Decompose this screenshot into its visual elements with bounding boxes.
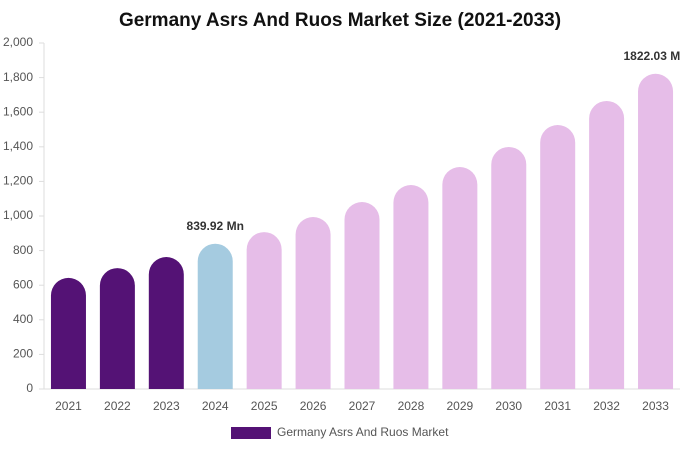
x-tick-label: 2025 bbox=[251, 399, 278, 413]
x-tick-label: 2026 bbox=[300, 399, 327, 413]
bar bbox=[589, 100, 625, 389]
y-tick-label: 200 bbox=[13, 347, 33, 361]
x-tick-label: 2022 bbox=[104, 399, 131, 413]
x-tick-label: 2028 bbox=[398, 399, 425, 413]
x-tick-label: 2032 bbox=[593, 399, 620, 413]
legend-label: Germany Asrs And Ruos Market bbox=[277, 425, 449, 439]
y-tick-label: 1,800 bbox=[3, 70, 33, 84]
x-tick-label: 2030 bbox=[495, 399, 522, 413]
y-tick-label: 1,000 bbox=[3, 208, 33, 222]
y-tick-label: 0 bbox=[26, 381, 33, 395]
y-tick-label: 2,000 bbox=[3, 35, 33, 49]
bar bbox=[491, 146, 527, 389]
bar bbox=[344, 201, 380, 389]
x-tick-label: 2027 bbox=[349, 399, 376, 413]
x-tick-label: 2023 bbox=[153, 399, 180, 413]
y-tick-label: 1,600 bbox=[3, 104, 33, 118]
x-tick-label: 2031 bbox=[544, 399, 571, 413]
bar bbox=[148, 257, 184, 389]
chart-title: Germany Asrs And Ruos Market Size (2021-… bbox=[119, 10, 561, 31]
x-tick-label: 2029 bbox=[446, 399, 473, 413]
bar bbox=[638, 73, 674, 389]
y-tick-label: 400 bbox=[13, 312, 33, 326]
bar bbox=[246, 232, 282, 389]
value-label: 839.92 Mn bbox=[187, 219, 244, 233]
legend-swatch bbox=[231, 427, 271, 439]
bar bbox=[393, 185, 429, 389]
bar bbox=[540, 125, 576, 390]
bar bbox=[50, 277, 86, 389]
bar bbox=[99, 268, 135, 389]
value-label: 1822.03 Mn bbox=[624, 49, 680, 63]
bar bbox=[295, 217, 331, 389]
bar bbox=[197, 243, 233, 389]
y-tick-label: 600 bbox=[13, 277, 33, 291]
bar bbox=[442, 167, 478, 389]
x-tick-label: 2024 bbox=[202, 399, 229, 413]
x-tick-label: 2021 bbox=[55, 399, 82, 413]
y-tick-label: 1,400 bbox=[3, 139, 33, 153]
x-tick-label: 2033 bbox=[642, 399, 669, 413]
y-tick-label: 1,200 bbox=[3, 174, 33, 188]
y-tick-label: 800 bbox=[13, 243, 33, 257]
